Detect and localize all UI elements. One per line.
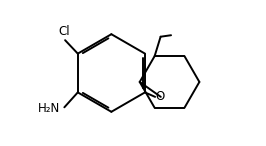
Text: O: O	[156, 90, 165, 103]
Text: Cl: Cl	[59, 25, 70, 38]
Text: H₂N: H₂N	[38, 102, 61, 115]
